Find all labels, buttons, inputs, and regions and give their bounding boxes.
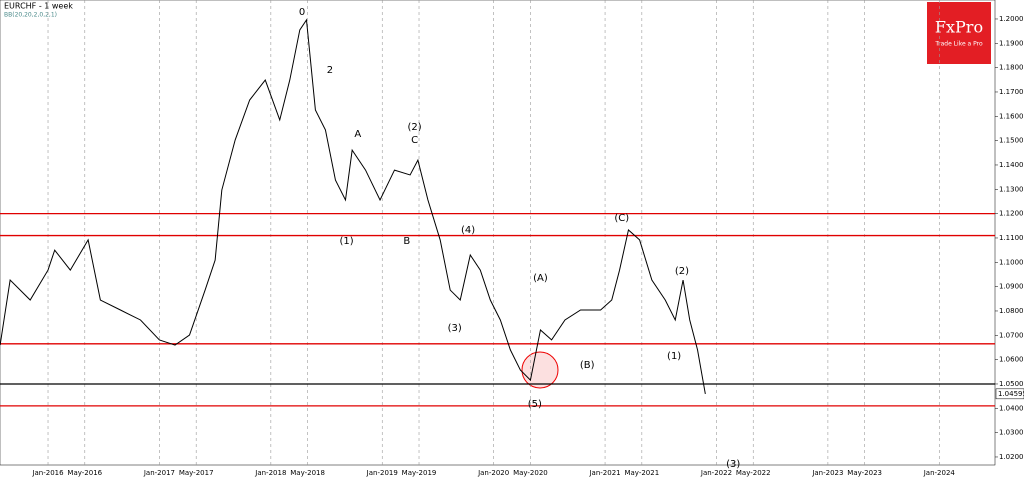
x-tick-label: May-2016 bbox=[67, 469, 102, 477]
y-tick-label: 1.03000 bbox=[999, 429, 1024, 437]
y-tick-label: 1.19000 bbox=[999, 39, 1024, 47]
logo: FxPro bbox=[935, 18, 983, 37]
wave-label: (1) bbox=[340, 236, 354, 247]
y-tick-label: 1.10000 bbox=[999, 258, 1024, 266]
x-tick-label: May-2019 bbox=[402, 469, 437, 477]
wave-label: (C) bbox=[614, 213, 629, 224]
last-price-box bbox=[995, 388, 1024, 400]
x-tick-label: May-2022 bbox=[736, 469, 771, 477]
wave-label: (4) bbox=[461, 225, 475, 236]
y-tick-label: 1.02000 bbox=[999, 453, 1024, 461]
y-tick-label: 1.09000 bbox=[999, 283, 1024, 291]
wave-label: (3) bbox=[448, 323, 462, 334]
y-tick-label: 1.14000 bbox=[999, 161, 1024, 169]
tagline: Trade Like a Pro bbox=[934, 41, 983, 48]
wave-label: (1) bbox=[667, 351, 681, 362]
wave-label: B bbox=[403, 236, 410, 247]
y-tick-label: 1.04000 bbox=[999, 404, 1024, 412]
highlight-circle bbox=[521, 351, 559, 389]
indicator-label: BB(20,20,2,0,2,1) bbox=[4, 12, 57, 19]
wave-label: 2 bbox=[327, 65, 333, 76]
y-tick-label: 1.07000 bbox=[999, 331, 1024, 339]
wave-label: C bbox=[411, 135, 418, 146]
y-tick-label: 1.16000 bbox=[999, 112, 1024, 120]
y-tick-label: 1.08000 bbox=[999, 307, 1024, 315]
wave-label: (3) bbox=[726, 459, 740, 470]
wave-label: (2) bbox=[407, 122, 421, 133]
wave-label: A bbox=[354, 129, 361, 140]
wave-label: (B) bbox=[580, 360, 595, 371]
plot-area bbox=[0, 0, 996, 466]
y-tick-label: 1.12000 bbox=[999, 210, 1024, 218]
last-price-label: 1.04595 bbox=[998, 390, 1024, 398]
wave-label: (A) bbox=[533, 273, 548, 284]
y-tick-label: 1.06000 bbox=[999, 356, 1024, 364]
wave-label: (2) bbox=[675, 266, 689, 277]
x-tick-label: May-2020 bbox=[513, 469, 548, 477]
x-tick-label: Jan-2023 bbox=[811, 469, 843, 477]
x-tick-label: Jan-2021 bbox=[588, 469, 620, 477]
y-tick-label: 1.15000 bbox=[999, 137, 1024, 145]
x-tick-label: Jan-2020 bbox=[477, 469, 509, 477]
y-tick-label: 1.11000 bbox=[999, 234, 1024, 242]
chart-title: EURCHF - 1 week bbox=[4, 2, 73, 11]
price-line bbox=[0, 18, 706, 395]
x-tick-label: May-2023 bbox=[847, 469, 882, 477]
x-tick-label: May-2017 bbox=[179, 469, 214, 477]
y-tick-label: 1.05000 bbox=[999, 380, 1024, 388]
x-tick-label: Jan-2018 bbox=[254, 469, 286, 477]
x-tick-label: May-2021 bbox=[624, 469, 659, 477]
x-tick-label: Jan-2017 bbox=[143, 469, 175, 477]
logo-box bbox=[927, 2, 991, 64]
x-tick-label: Jan-2016 bbox=[31, 469, 64, 477]
x-tick-label: May-2018 bbox=[290, 469, 325, 477]
y-tick-label: 1.18000 bbox=[999, 64, 1024, 72]
x-tick-label: Jan-2024 bbox=[923, 469, 956, 477]
x-tick-label: Jan-2019 bbox=[366, 469, 398, 477]
y-tick-label: 1.17000 bbox=[999, 88, 1024, 96]
wave-label: 0 bbox=[299, 7, 305, 18]
wave-label: (5) bbox=[528, 399, 542, 410]
y-tick-label: 1.13000 bbox=[999, 185, 1024, 193]
y-tick-label: 1.20000 bbox=[999, 15, 1024, 23]
x-tick-label: Jan-2022 bbox=[700, 469, 732, 477]
